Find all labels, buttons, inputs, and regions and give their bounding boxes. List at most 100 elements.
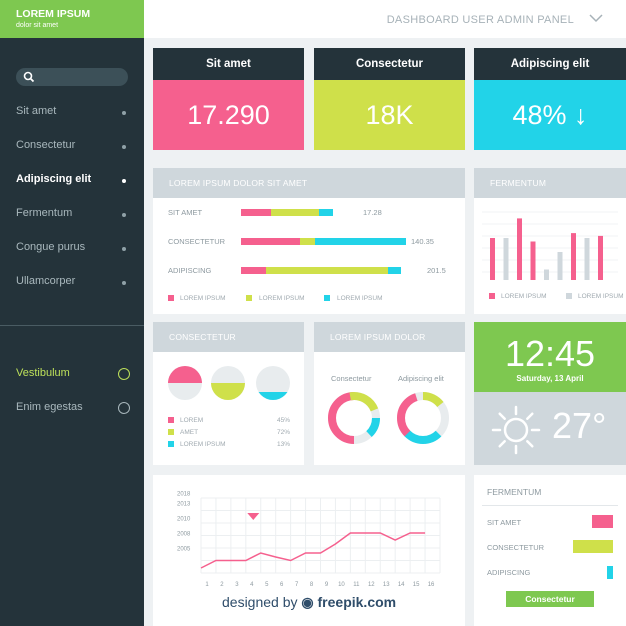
legend-label: LOREM IPSUM — [501, 293, 547, 300]
kpi-card-consectetur[interactable]: Consectetur 18K — [314, 48, 465, 150]
panel-title: FERMENTUM — [474, 168, 626, 198]
fermentum-panel: FERMENTUM SIT AMET CONSECTETUR ADIPISCIN… — [474, 475, 626, 626]
donut-panel: LOREM IPSUM DOLOR Consectetur Adipiscing… — [314, 322, 465, 465]
sun-icon — [491, 405, 541, 455]
sidebar-item-label: Ullamcorper — [16, 275, 76, 287]
bar — [517, 218, 522, 280]
legend-label: LOREM IPSUM — [180, 295, 226, 302]
x-tick-label: 7 — [295, 582, 299, 588]
consectetur-button[interactable]: Consectetur — [506, 591, 594, 607]
x-tick-label: 13 — [383, 582, 390, 588]
bar — [530, 241, 536, 280]
gauge-fill-green — [211, 383, 245, 400]
clock-card: 12:45 Saturday, 13 April — [474, 322, 626, 392]
radio-circle-icon — [118, 368, 130, 380]
freepik-credit[interactable]: designed by ◉ freepik.com — [222, 594, 396, 611]
sidebar-item-adipiscing-elit[interactable]: Adipiscing elit — [16, 173, 128, 189]
x-tick-label: 11 — [353, 582, 360, 588]
fermentum-row-label: ADIPISCING — [487, 568, 531, 577]
legend-label: LOREM IPSUM — [259, 295, 305, 302]
brand-title: LOREM IPSUM — [16, 8, 91, 20]
sidebar-item-consectetur[interactable]: Consectetur — [16, 139, 128, 155]
legend-value: 13% — [277, 441, 291, 448]
consectetur-panel: CONSECTETUR LOREM 45% AMET 72% LOREM IPS… — [153, 322, 304, 465]
bar — [557, 252, 563, 280]
clock-time: 12:45 — [504, 333, 596, 374]
sidebar-item-vestibulum[interactable]: Vestibulum — [16, 367, 130, 383]
x-tick-label: 14 — [398, 582, 405, 588]
sidebar-item-ullamcorper[interactable]: Ullamcorper — [16, 275, 128, 291]
legend-swatch — [246, 295, 252, 301]
radio-circle-icon — [118, 402, 130, 414]
bar-row-label: ADIPISCING — [168, 266, 212, 275]
brand-subtitle: dolor sit amet — [16, 22, 59, 29]
series-line — [200, 532, 426, 569]
panel-title: CONSECTETUR — [153, 322, 304, 352]
sidebar: LOREM IPSUM dolor sit amet Sit amet Cons… — [0, 0, 144, 626]
page-title: DASHBOARD USER ADMIN PANEL — [386, 14, 574, 26]
kpi-label: Adipiscing elit — [474, 48, 626, 80]
fermentum-bar-cyan — [607, 566, 613, 579]
top-bar: DASHBOARD USER ADMIN PANEL — [144, 0, 626, 38]
kpi-label: Consectetur — [314, 48, 465, 80]
dot-icon — [122, 247, 126, 251]
panel-title: LOREM IPSUM DOLOR SIT AMET — [153, 168, 465, 198]
sidebar-item-sit-amet[interactable]: Sit amet — [16, 105, 128, 121]
fermentum-bar-green — [573, 540, 613, 553]
legend-swatch — [168, 417, 174, 423]
divider — [482, 505, 618, 506]
kpi-value: 17.290 — [153, 80, 304, 150]
legend-swatch — [324, 295, 330, 301]
bar-segment — [300, 238, 316, 245]
x-tick-label: 3 — [235, 582, 239, 588]
y-tick-label: 2008 — [177, 532, 191, 538]
dot-icon — [122, 281, 126, 285]
dot-icon — [122, 145, 126, 149]
x-tick-label: 10 — [338, 582, 345, 588]
x-tick-label: 16 — [428, 582, 435, 588]
dot-icon — [122, 213, 126, 217]
search-input[interactable] — [16, 68, 128, 86]
freepik-logo-icon: ◉ — [301, 594, 314, 610]
sidebar-item-fermentum[interactable]: Fermentum — [16, 207, 128, 223]
bar-row-label: SIT AMET — [168, 208, 203, 217]
bar-row-value: 140.35 — [411, 237, 434, 246]
bar — [584, 238, 590, 280]
legend-label: LOREM — [180, 417, 204, 424]
bar — [598, 235, 603, 280]
legend-label: LOREM IPSUM — [337, 295, 383, 302]
bar-row-value: 201.5 — [427, 266, 446, 275]
y-tick-label: 2005 — [177, 547, 191, 553]
clock-date: Saturday, 13 April — [516, 374, 584, 383]
x-tick-label: 6 — [280, 582, 284, 588]
x-tick-label: 2 — [220, 582, 224, 588]
kpi-card-sit-amet[interactable]: Sit amet 17.290 — [153, 48, 304, 150]
sidebar-item-label: Enim egestas — [16, 401, 83, 413]
bar-segment — [387, 267, 402, 274]
kpi-value: 18K — [314, 80, 465, 150]
weather-temperature: 27° — [552, 405, 607, 446]
weather-card: 27° — [474, 392, 626, 465]
bar — [571, 233, 576, 280]
sidebar-item-enim-egestas[interactable]: Enim egestas — [16, 401, 130, 417]
bar-segment — [241, 267, 266, 274]
x-tick-label: 5 — [265, 582, 269, 588]
search-icon — [23, 71, 35, 83]
x-tick-label: 12 — [368, 582, 375, 588]
line-chart-card: 2018 2013 2010 2008 2005 1 2 3 4 5 6 7 8 9 10 11 12 13 14 1… — [153, 475, 465, 626]
legend-swatch — [566, 293, 572, 299]
legend-swatch — [489, 293, 495, 299]
y-tick-label: 2010 — [177, 517, 191, 523]
brand[interactable]: LOREM IPSUM dolor sit amet — [0, 0, 144, 38]
x-tick-label: 4 — [250, 582, 254, 588]
donut-charts — [328, 392, 449, 444]
donut-label: Adipiscing elit — [398, 374, 444, 383]
bar-segment — [270, 209, 319, 216]
sidebar-item-congue-purus[interactable]: Congue purus — [16, 241, 128, 257]
kpi-card-adipiscing[interactable]: Adipiscing elit 48% ↓ — [474, 48, 626, 150]
sidebar-item-label: Adipiscing elit — [16, 173, 92, 185]
x-tick-label: 15 — [413, 582, 420, 588]
chevron-down-icon[interactable] — [588, 12, 604, 24]
sidebar-item-label: Consectetur — [16, 139, 76, 151]
